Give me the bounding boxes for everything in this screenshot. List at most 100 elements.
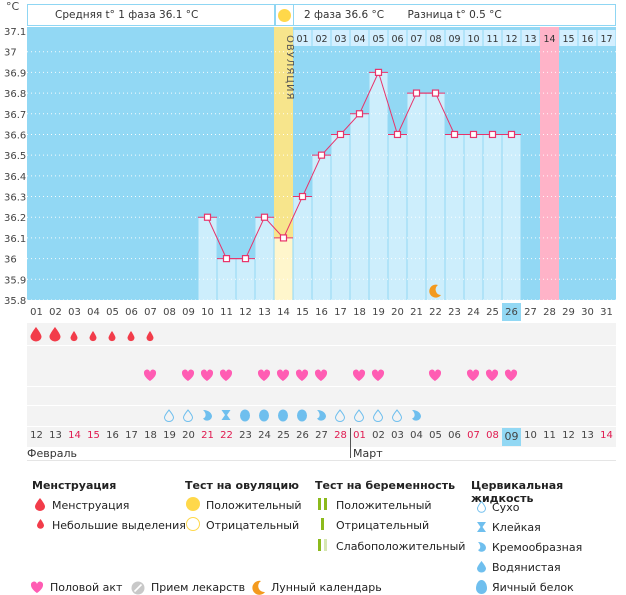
temperature-bar — [388, 134, 407, 300]
cycle-day-label: 16 — [315, 307, 328, 318]
temperature-point — [336, 130, 345, 139]
temperature-point — [431, 89, 440, 97]
phase2-day-label: 05 — [372, 34, 384, 45]
month-february: Февраль — [27, 447, 77, 460]
heart-icon — [181, 369, 195, 385]
cycle-day-label: 07 — [144, 307, 157, 318]
temperature-point — [317, 151, 326, 159]
legend-ovulation-positive: Положительный — [206, 499, 302, 512]
temperature-point — [374, 68, 383, 76]
heart-icon — [219, 369, 233, 385]
cycle-day-label: 23 — [448, 307, 461, 318]
dry-fluid-icon — [181, 408, 195, 425]
calendar-date: 18 — [144, 430, 157, 441]
temperature-bar — [217, 258, 236, 300]
y-tick-label: 36.4 — [4, 172, 26, 183]
legend-cervical-title: Цервикальная жидкость — [471, 479, 564, 505]
difference-text: Разница t° 0.5 °C — [407, 9, 502, 21]
watery-icon — [476, 560, 487, 576]
phase2-day-cell — [426, 30, 445, 46]
sticky-fluid-icon — [219, 408, 233, 425]
calendar-date: 22 — [220, 430, 233, 441]
heart-icon — [504, 369, 518, 385]
legend-lunar: Лунный календарь — [271, 581, 382, 594]
moon-icon — [429, 284, 441, 298]
dry-fluid-icon — [162, 408, 176, 425]
heart-icon — [466, 369, 480, 385]
legend-cervical-dry: Сухо — [492, 501, 520, 514]
legend-spotting-item: Небольшие выделения — [52, 519, 186, 532]
unit-label: °C — [6, 0, 20, 13]
phase2-day-cell — [407, 30, 426, 46]
cycle-day-label: 24 — [467, 307, 480, 318]
creamy-fluid-icon — [200, 408, 214, 425]
positive-ovulation-icon — [186, 497, 200, 511]
calendar-date: 13 — [581, 430, 594, 441]
menstruation-row — [27, 323, 616, 345]
cycle-day-label: 15 — [296, 307, 309, 318]
egg-white-icon — [476, 580, 487, 594]
calendar-date: 10 — [524, 430, 537, 441]
temperature-bar — [293, 196, 312, 300]
phase2-day-label: 11 — [486, 34, 498, 45]
cycle-day-label: 19 — [372, 307, 385, 318]
moon-icon — [252, 580, 266, 595]
cycle-day-label: 17 — [334, 307, 347, 318]
egg-white-fluid-icon — [276, 408, 290, 425]
negative-pregnancy-icon — [320, 518, 326, 533]
calendar-date: 09 — [502, 428, 521, 446]
y-tick-label: 36.1 — [4, 234, 26, 245]
calendar-date: 25 — [277, 430, 290, 441]
y-tick-label: 36.8 — [4, 89, 26, 100]
y-tick-label: 37.1 — [4, 27, 26, 38]
temperature-point — [488, 130, 497, 139]
phase2-summary: 2 фаза 36.6 °C Разница t° 0.5 °C — [293, 4, 616, 26]
phase1-text: Средняя t° 1 фаза 36.1 °C — [55, 9, 199, 21]
phase2-day-cell — [502, 30, 521, 46]
calendar-date: 17 — [125, 430, 138, 441]
phase2-day-cell — [369, 30, 388, 46]
calendar-date: 14 — [68, 430, 81, 441]
heart-icon — [428, 369, 442, 385]
y-tick-label: 35.8 — [4, 296, 26, 307]
phase2-day-label: 13 — [524, 34, 536, 45]
legend-pregnancy-negative: Отрицательный — [336, 519, 430, 532]
phase2-day-label: 02 — [315, 34, 327, 45]
spotting-drop-icon — [107, 330, 119, 345]
phase2-day-cell — [521, 30, 540, 46]
calendar-date: 27 — [315, 430, 328, 441]
calendar-date: 12 — [562, 430, 575, 441]
cycle-day-label: 02 — [49, 307, 62, 318]
spotting-drop-icon — [88, 330, 100, 345]
cycle-day-label: 29 — [562, 307, 575, 318]
menstruation-drop-icon — [29, 326, 43, 345]
cycle-day-label: 11 — [220, 307, 233, 318]
calendar-date: 24 — [258, 430, 271, 441]
phase2-day-label: 06 — [391, 34, 403, 45]
cycle-day-label: 26 — [505, 307, 518, 318]
phase2-day-cell — [540, 30, 559, 46]
pregnancy-test-row — [27, 387, 616, 405]
calendar-date: 05 — [429, 430, 442, 441]
cycle-day-label: 10 — [201, 307, 214, 318]
heart-icon — [276, 369, 290, 385]
current-day-highlight — [502, 303, 521, 321]
heart-icon — [295, 369, 309, 385]
cycle-day-label: 13 — [258, 307, 271, 318]
phase2-day-label: 03 — [334, 34, 346, 45]
legend-cervical-creamy: Кремообразная — [492, 541, 583, 554]
temperature-bar — [369, 72, 388, 300]
cycle-day-label: 12 — [239, 307, 252, 318]
y-tick-label: 37 — [4, 48, 17, 59]
y-tick-label: 36 — [4, 255, 17, 266]
y-tick-label: 36.3 — [4, 193, 26, 204]
cycle-day-label: 30 — [581, 307, 594, 318]
ovulation-test-row — [27, 346, 616, 366]
positive-pregnancy-icon — [317, 498, 329, 513]
temperature-point — [222, 255, 231, 263]
temperature-point — [393, 130, 402, 139]
phase2-day-label: 08 — [429, 34, 441, 45]
calendar-date: 04 — [410, 430, 423, 441]
phase2-day-cell — [445, 30, 464, 46]
cycle-day-label: 25 — [486, 307, 499, 318]
